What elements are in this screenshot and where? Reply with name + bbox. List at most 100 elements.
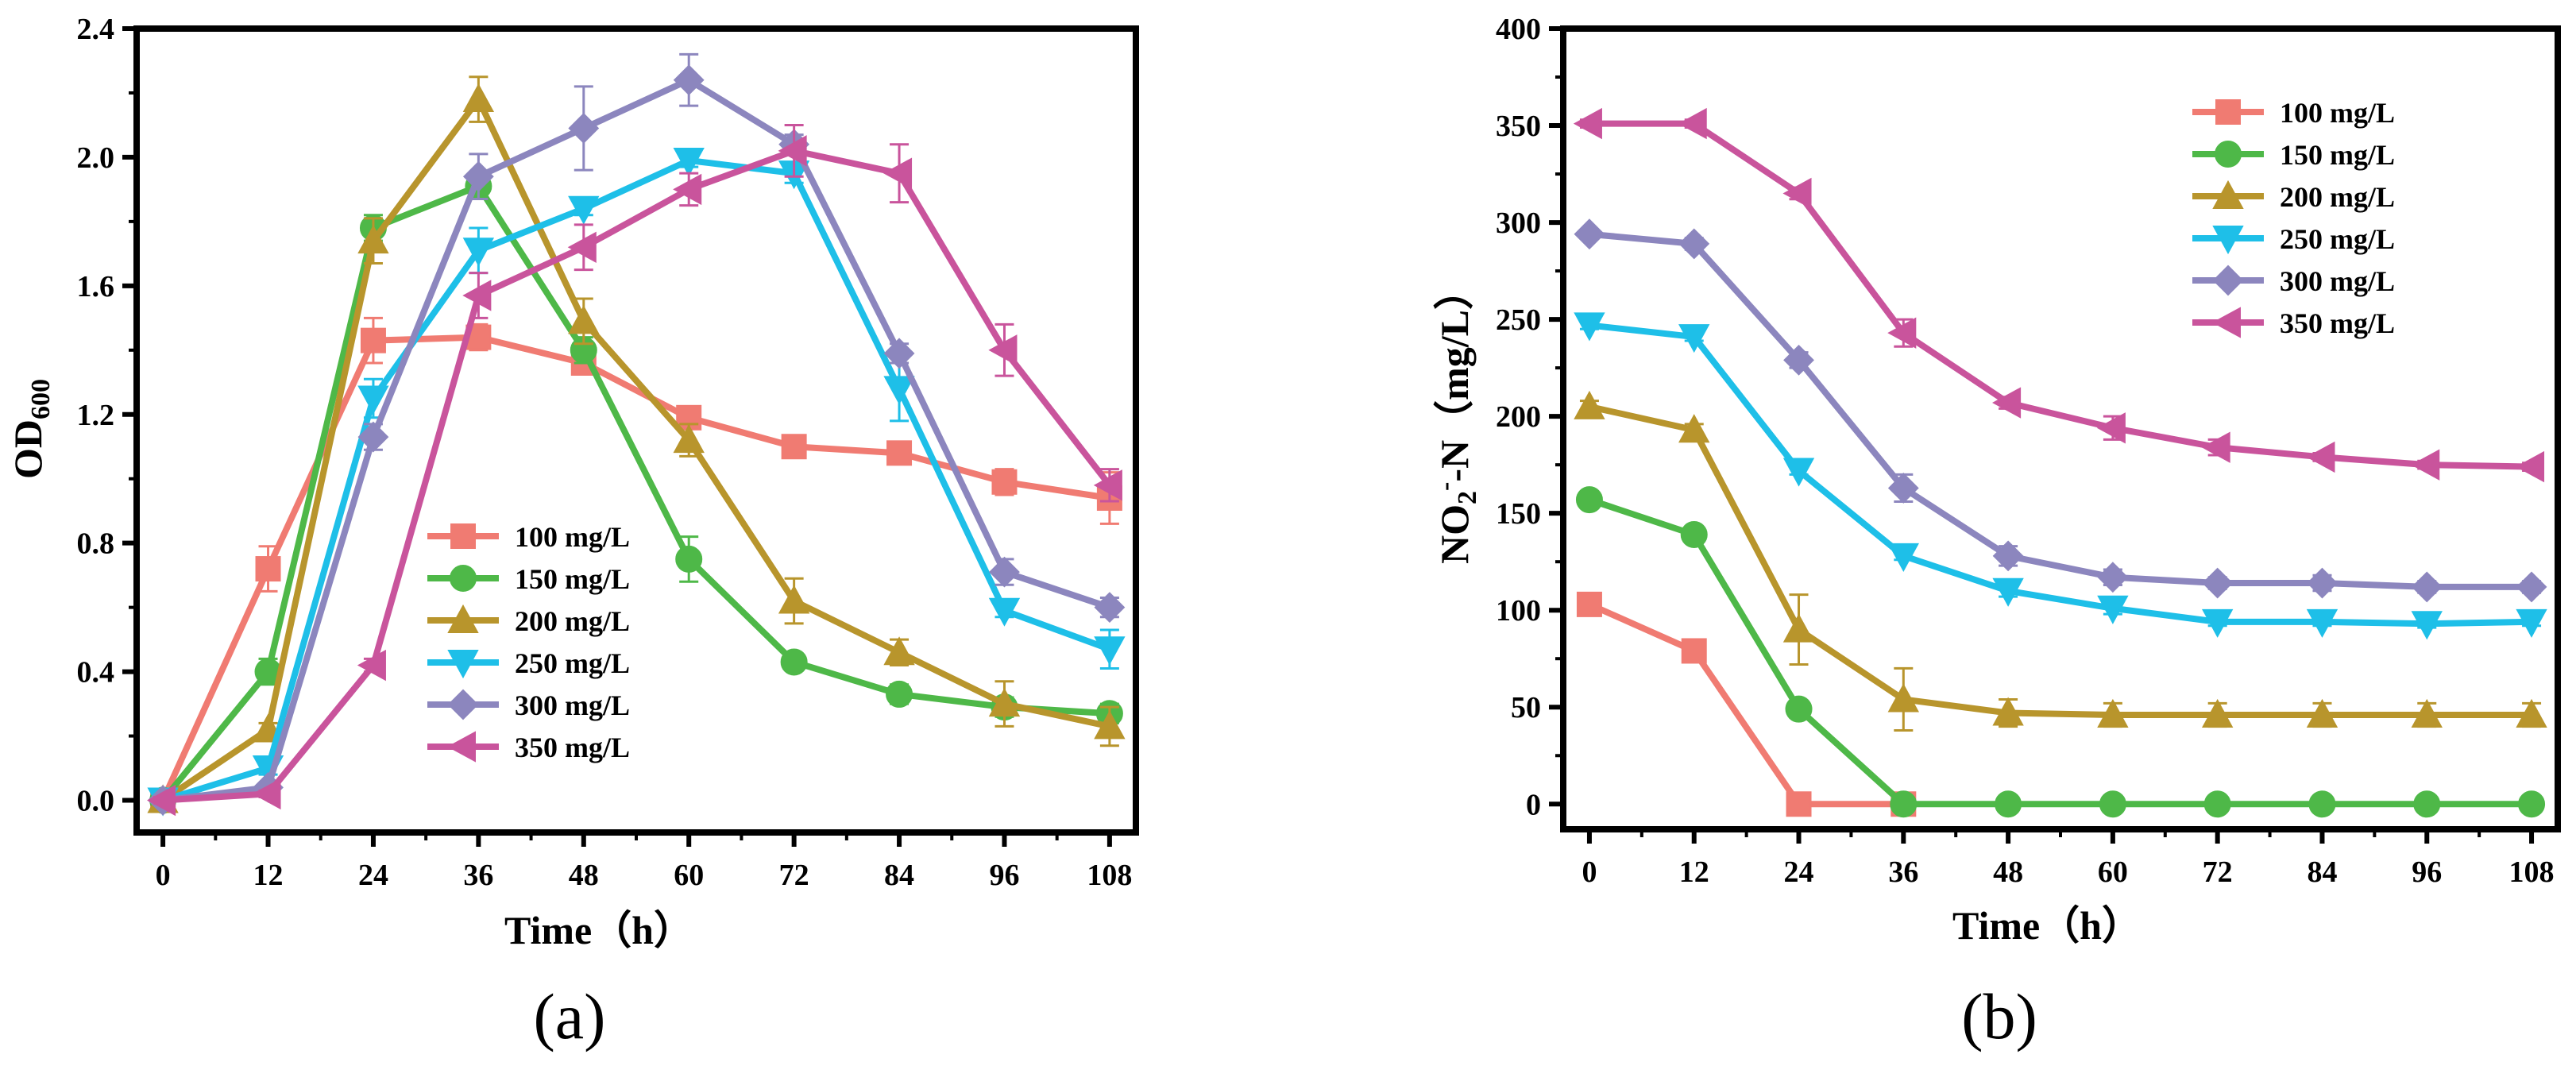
panel-b-series-1-point xyxy=(1785,695,1813,723)
panel-a-series-3-line xyxy=(161,156,1111,804)
panel-a-y-tick-label: 2.4 xyxy=(77,13,115,46)
panel-a-series-1-point xyxy=(886,680,913,708)
panel-b-series-3-point xyxy=(2201,608,2234,638)
panel-b-y-tick-label: 350 xyxy=(1496,110,1541,143)
panel-a-legend-marker xyxy=(447,604,479,633)
panel-a-series-4-point xyxy=(883,338,915,369)
panel-b-x-tick-label: 24 xyxy=(1784,856,1814,889)
panel-a-series-2-point xyxy=(357,225,389,254)
panel-b-series-5-point xyxy=(1678,107,1707,140)
panel-b-legend-label: 200 mg/L xyxy=(2280,181,2395,213)
panel-b-series-4 xyxy=(1574,218,2547,603)
panel-b-y-tick-label: 250 xyxy=(1496,303,1541,337)
panel-b-x-axis-title: Time（h） xyxy=(1952,903,2142,948)
panel-a-x-tick-label: 48 xyxy=(569,859,599,892)
panel-a-series-5-point xyxy=(1093,469,1122,501)
panel-b-series-5-point xyxy=(1573,107,1602,140)
panel-b-legend-marker xyxy=(2212,265,2244,296)
panel-b-series-1-point xyxy=(1575,486,1603,514)
panel-a-x-tick-label: 60 xyxy=(674,859,704,892)
panel-b-x-tick-label: 72 xyxy=(2203,856,2233,889)
panel-a-legend-label: 250 mg/L xyxy=(515,647,630,679)
panel-a-series-4-point xyxy=(568,113,600,144)
panel-a-series-5-point xyxy=(357,649,386,682)
panel-b-series-3 xyxy=(1574,312,2547,640)
panel-b-label: (b) xyxy=(1961,980,2037,1052)
panel-a-series-1-line xyxy=(160,183,1110,803)
panel-b-series-5-point xyxy=(2096,412,2126,444)
panel-a-series-5-point xyxy=(252,778,281,810)
panel-b-series-2-point xyxy=(1678,414,1710,443)
panel-a-x-tick-label: 72 xyxy=(779,859,809,892)
panel-a-series-3-point xyxy=(568,195,600,225)
panel-b-legend-label: 100 mg/L xyxy=(2280,97,2395,129)
panel-a-y-tick-label: 2.0 xyxy=(77,141,115,175)
panel-b-series-2-point xyxy=(2201,698,2234,728)
panel-b-series-1-point xyxy=(1890,790,1918,818)
panel-a-series-3-point xyxy=(462,238,495,267)
panel-b-series-5-point xyxy=(1992,387,2022,419)
panel-b-series-3-point xyxy=(2411,611,2443,640)
panel-b-legend-marker xyxy=(2215,99,2241,125)
panel-b-series-1-point xyxy=(2203,790,2231,818)
panel-a-legend-label: 200 mg/L xyxy=(515,605,630,637)
panel-b-series-3-point xyxy=(1782,458,1815,487)
panel-b-plot-frame xyxy=(1560,25,2561,832)
panel-a-series-0-point xyxy=(360,327,386,353)
panel-b-series-2-point xyxy=(1782,613,1815,643)
panel-a-legend-marker xyxy=(447,650,479,679)
panel-b-series-2-point xyxy=(2516,698,2547,728)
panel-a-series-5-point xyxy=(567,231,597,263)
panel-b-series-3-point xyxy=(2097,595,2129,624)
panel-a-legend-marker xyxy=(450,565,477,592)
panel-b-series-3-line xyxy=(1589,322,2532,628)
panel-a-series-2-point xyxy=(778,585,810,614)
panel-b-series-1-line xyxy=(1588,496,2532,808)
panel-b-series-4-point xyxy=(1678,228,1710,260)
panel-a-y-tick-label: 1.6 xyxy=(77,270,115,303)
panel-b-series-2-point xyxy=(2411,698,2443,728)
panel-b-series-5-point xyxy=(2201,431,2230,463)
panel-a-y-tick-label: 0.8 xyxy=(77,527,115,561)
panel-a-series-5-point xyxy=(673,173,702,206)
panel-b-legend: 100 mg/L 150 mg/L 200 mg/L 250 mg/L 300 mg/L… xyxy=(2192,97,2395,339)
panel-a-legend: 100 mg/L 150 mg/L 200 mg/L 250 mg/L 300 mg/L… xyxy=(427,521,630,763)
panel-a-x-tick-label: 108 xyxy=(1087,859,1132,892)
panel-a-x-tick-label: 96 xyxy=(989,859,1019,892)
panel-a-chart: OD600 Time（h） (a) 0 12 24 36 48 60 72 84 96 108 0.… xyxy=(6,13,1139,1052)
panel-a-series-0-point xyxy=(886,440,913,466)
panel-b-series-4-point xyxy=(2307,567,2338,599)
panel-b-series-0-point xyxy=(1786,791,1812,817)
panel-a-series-2-line xyxy=(160,96,1110,803)
panel-b-legend-marker xyxy=(2211,307,2241,338)
panel-a-series-2-point xyxy=(568,305,600,334)
panel-a-legend-marker xyxy=(447,689,479,720)
panel-b-series-5-point xyxy=(1887,317,1917,349)
panel-a-series-2 xyxy=(147,75,1126,813)
panel-a-y-tick-label: 0.4 xyxy=(77,656,115,689)
panel-b-series-0-line xyxy=(1588,601,1904,808)
panel-a-series-5-point xyxy=(462,280,492,311)
panel-a-x-tick-label: 0 xyxy=(156,859,171,892)
panel-a-series-3-point xyxy=(1094,636,1126,666)
panel-a-series-3-point xyxy=(357,385,389,415)
panel-a-x-tick-label: 36 xyxy=(463,859,493,892)
panel-b-x-tick-label: 60 xyxy=(2098,856,2128,889)
panel-a-legend-label: 350 mg/L xyxy=(515,732,630,763)
panel-b-x-tick-label: 108 xyxy=(2509,856,2555,889)
panel-b-legend-label: 250 mg/L xyxy=(2280,223,2395,255)
panel-b-series-5 xyxy=(1573,107,2545,483)
panel-b-series-4-point xyxy=(1574,218,1605,250)
panel-b-series-4-point xyxy=(2097,562,2129,593)
panel-b-series-1-point xyxy=(2518,790,2546,818)
panel-a-legend-label: 100 mg/L xyxy=(515,521,630,553)
panel-a-y-tick-label: 0.0 xyxy=(77,785,115,818)
panel-a-series-4-point xyxy=(462,160,494,192)
panel-b-series-2-point xyxy=(1574,390,1605,419)
panel-a-series-3-point xyxy=(883,376,915,405)
panel-a-series-4 xyxy=(147,52,1126,816)
panel-a-series-4-line xyxy=(162,76,1111,804)
panel-b-series-5-point xyxy=(2515,450,2545,483)
panel-b-series-0-point xyxy=(1681,638,1707,664)
